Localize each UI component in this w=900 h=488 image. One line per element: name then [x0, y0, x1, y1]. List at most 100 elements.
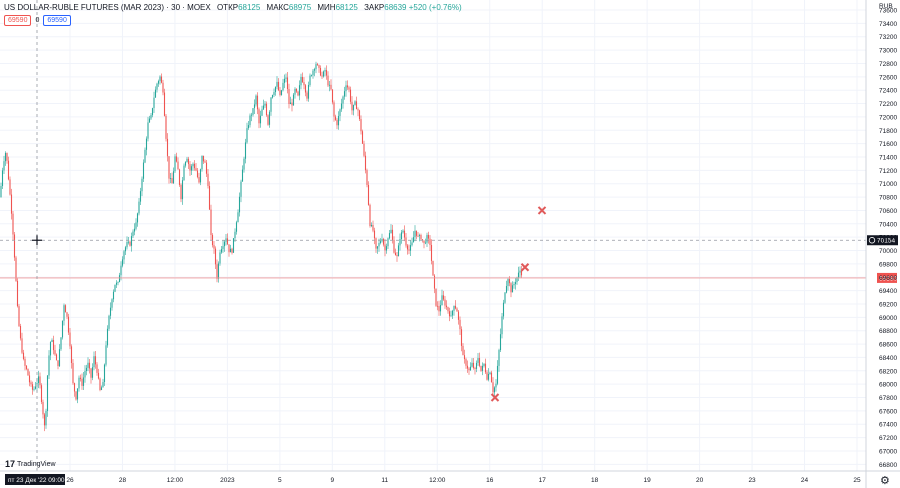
- x-tick-label: 5: [278, 477, 282, 484]
- buy-button[interactable]: 69590: [43, 15, 71, 26]
- candle-body: [256, 95, 259, 110]
- candle-body: [418, 235, 421, 236]
- candle-body: [280, 90, 283, 95]
- crosshair-price-label: 70154: [877, 238, 895, 245]
- candle-body: [391, 229, 394, 240]
- y-tick-label: 71400: [879, 155, 897, 162]
- candle-body: [427, 234, 430, 239]
- candle-body: [423, 240, 425, 243]
- candle-body: [283, 78, 286, 83]
- candle-body: [63, 305, 65, 321]
- candle-body: [103, 364, 106, 383]
- candle-body: [441, 295, 443, 306]
- close-value: 68639: [384, 3, 407, 12]
- candle-body: [316, 64, 319, 66]
- candle-body: [376, 246, 379, 249]
- candle-body: [459, 319, 461, 330]
- candle-body: [105, 345, 107, 365]
- candle-body: [205, 162, 208, 174]
- candle-body: [465, 359, 467, 366]
- candle-body: [252, 108, 254, 115]
- candle-body: [88, 362, 91, 369]
- tradingview-logo[interactable]: 17 TradingView: [5, 459, 56, 469]
- candle-body: [82, 377, 85, 386]
- candle-body: [247, 125, 250, 129]
- candle-body: [429, 238, 431, 246]
- low-label: МИН: [317, 3, 336, 12]
- candle-body: [343, 91, 346, 97]
- candle-body: [220, 249, 223, 253]
- candle-body: [222, 246, 224, 250]
- x-marker-stroke: [537, 206, 547, 215]
- candle-body: [337, 115, 340, 126]
- open-label: ОТКР: [216, 3, 239, 12]
- candle-body: [142, 162, 145, 179]
- candle-body: [232, 238, 235, 253]
- candle-body: [231, 248, 233, 253]
- candle-body: [238, 196, 241, 213]
- candle-body: [100, 387, 103, 391]
- candle-body: [70, 346, 73, 363]
- candle-body: [520, 270, 523, 276]
- x-marker: [520, 263, 530, 272]
- candle-body: [60, 337, 62, 350]
- candle-body: [409, 245, 412, 251]
- candle-body: [289, 102, 292, 105]
- candle-body: [97, 372, 100, 379]
- candle-body: [454, 305, 457, 309]
- candle-body: [321, 75, 323, 77]
- candle-body: [310, 75, 313, 77]
- candle-body: [136, 213, 139, 223]
- candle-body: [102, 382, 104, 388]
- x-tick-label: 20: [696, 477, 704, 484]
- candle-body: [516, 277, 518, 283]
- candle-body: [58, 349, 61, 367]
- candle-body: [31, 384, 34, 390]
- candle-body: [198, 177, 200, 183]
- candle-body: [447, 307, 449, 312]
- candle-body: [507, 279, 509, 287]
- y-tick-label: 68200: [879, 368, 897, 375]
- candle-body: [396, 255, 398, 257]
- x-tick-label: 18: [591, 477, 599, 484]
- candle-body: [327, 75, 329, 86]
- sell-button[interactable]: 69590: [4, 15, 32, 26]
- candle-body: [411, 242, 413, 246]
- high-label: МАКС: [266, 3, 289, 12]
- candle-body: [45, 410, 47, 426]
- candle-body: [300, 76, 302, 86]
- candle-body: [267, 115, 269, 125]
- candle-body: [90, 368, 92, 378]
- candle-body: [406, 245, 409, 250]
- candle-body: [399, 239, 401, 246]
- high-value: 68975: [288, 3, 312, 12]
- settings-gear-icon[interactable]: ⚙: [880, 475, 890, 487]
- candle-body: [352, 104, 355, 111]
- candle-body: [313, 69, 316, 71]
- candle-body: [297, 91, 299, 96]
- candle-body: [129, 241, 131, 246]
- symbol-title[interactable]: US DOLLAR-RUBLE FUTURES (MAR 2023) · 30 …: [4, 3, 211, 12]
- y-tick-label: 73400: [879, 21, 897, 28]
- candle-body: [16, 280, 19, 307]
- candle-body: [268, 111, 271, 125]
- candle-body: [163, 92, 166, 116]
- candle-body: [93, 356, 95, 368]
- legend-header: US DOLLAR-RUBLE FUTURES (MAR 2023) · 30 …: [4, 3, 462, 12]
- candle-body: [33, 388, 35, 390]
- candle-body: [49, 341, 52, 356]
- candle-body: [108, 315, 110, 329]
- candle-body: [214, 248, 217, 265]
- y-tick-label: 68800: [879, 328, 897, 335]
- candle-body: [490, 372, 493, 383]
- candle-body: [126, 242, 128, 248]
- candle-body: [13, 234, 16, 258]
- candle-body: [487, 374, 490, 380]
- candle-body: [111, 299, 113, 308]
- candle-body: [118, 275, 121, 283]
- candle-body: [18, 306, 20, 327]
- x-tick-label: 11: [381, 477, 388, 484]
- candle-body: [415, 230, 418, 236]
- candle-body: [48, 355, 50, 376]
